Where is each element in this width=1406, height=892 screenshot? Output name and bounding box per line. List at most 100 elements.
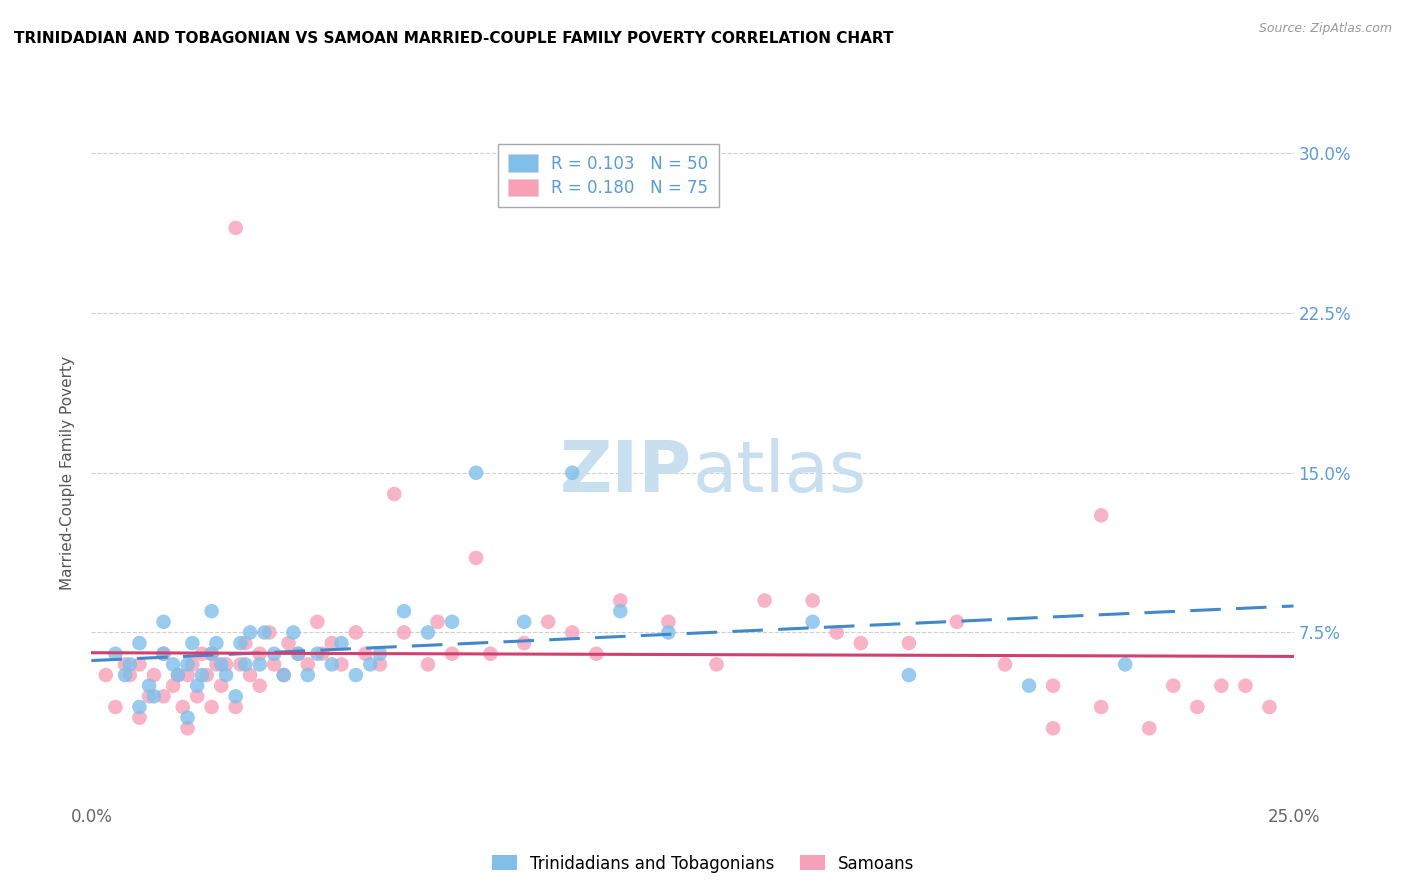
Point: [205, 636, 228, 650]
Point: [1090, 508, 1112, 523]
Point: [215, 668, 238, 682]
Point: [138, 690, 160, 704]
Point: [994, 657, 1017, 672]
Point: [225, 700, 247, 714]
Point: [209, 679, 232, 693]
Point: [344, 625, 367, 640]
Point: [172, 700, 194, 714]
Point: [392, 604, 415, 618]
Point: [263, 657, 285, 672]
Point: [277, 636, 299, 650]
Point: [1234, 679, 1257, 693]
Point: [128, 657, 150, 672]
Point: [181, 636, 204, 650]
Point: [513, 636, 536, 650]
Point: [128, 700, 150, 714]
Point: [253, 625, 276, 640]
Point: [359, 657, 381, 672]
Point: [392, 625, 415, 640]
Point: [801, 615, 824, 629]
Point: [307, 647, 329, 661]
Point: [167, 668, 190, 682]
Point: [1114, 657, 1136, 672]
Point: [706, 657, 728, 672]
Point: [330, 657, 353, 672]
Point: [273, 668, 295, 682]
Point: [225, 690, 247, 704]
Point: [186, 679, 208, 693]
Point: [152, 690, 174, 704]
Point: [1187, 700, 1209, 714]
Point: [249, 647, 271, 661]
Point: [465, 466, 488, 480]
Point: [321, 636, 343, 650]
Point: [354, 647, 377, 661]
Point: [176, 657, 198, 672]
Point: [249, 679, 271, 693]
Point: [897, 668, 920, 682]
Legend: Trinidadians and Tobagonians, Samoans: Trinidadians and Tobagonians, Samoans: [485, 848, 921, 880]
Point: [426, 615, 449, 629]
Point: [754, 593, 776, 607]
Point: [273, 668, 295, 682]
Point: [181, 657, 204, 672]
Point: [142, 690, 165, 704]
Point: [209, 657, 232, 672]
Point: [609, 593, 631, 607]
Point: [1137, 721, 1160, 735]
Point: [330, 636, 353, 650]
Point: [239, 625, 262, 640]
Point: [205, 657, 228, 672]
Point: [368, 647, 391, 661]
Text: Source: ZipAtlas.com: Source: ZipAtlas.com: [1258, 22, 1392, 36]
Text: TRINIDADIAN AND TOBAGONIAN VS SAMOAN MARRIED-COUPLE FAMILY POVERTY CORRELATION C: TRINIDADIAN AND TOBAGONIAN VS SAMOAN MAR…: [14, 31, 894, 46]
Point: [225, 220, 247, 235]
Point: [162, 679, 184, 693]
Point: [1090, 700, 1112, 714]
Point: [176, 721, 198, 735]
Point: [114, 668, 136, 682]
Point: [201, 647, 224, 661]
Point: [191, 647, 214, 661]
Point: [1042, 721, 1064, 735]
Y-axis label: Married-Couple Family Poverty: Married-Couple Family Poverty: [60, 356, 76, 590]
Point: [537, 615, 560, 629]
Point: [104, 647, 127, 661]
Point: [311, 647, 333, 661]
Point: [229, 636, 252, 650]
Point: [657, 615, 679, 629]
Point: [152, 647, 174, 661]
Point: [297, 657, 319, 672]
Point: [201, 700, 224, 714]
Point: [152, 615, 174, 629]
Point: [167, 668, 190, 682]
Point: [195, 668, 218, 682]
Text: atlas: atlas: [692, 438, 868, 508]
Point: [283, 625, 305, 640]
Point: [118, 668, 141, 682]
Point: [1211, 679, 1233, 693]
Point: [162, 657, 184, 672]
Legend: R = 0.103   N = 50, R = 0.180   N = 75: R = 0.103 N = 50, R = 0.180 N = 75: [498, 145, 718, 208]
Point: [321, 657, 343, 672]
Point: [416, 625, 439, 640]
Point: [128, 711, 150, 725]
Point: [249, 657, 271, 672]
Point: [440, 615, 463, 629]
Point: [585, 647, 607, 661]
Text: ZIP: ZIP: [560, 438, 692, 508]
Point: [259, 625, 281, 640]
Point: [307, 615, 329, 629]
Point: [138, 679, 160, 693]
Point: [1161, 679, 1184, 693]
Point: [104, 700, 127, 714]
Point: [1018, 679, 1040, 693]
Point: [186, 690, 208, 704]
Point: [513, 615, 536, 629]
Point: [1042, 679, 1064, 693]
Point: [657, 625, 679, 640]
Point: [191, 668, 214, 682]
Point: [287, 647, 309, 661]
Point: [946, 615, 969, 629]
Point: [118, 657, 141, 672]
